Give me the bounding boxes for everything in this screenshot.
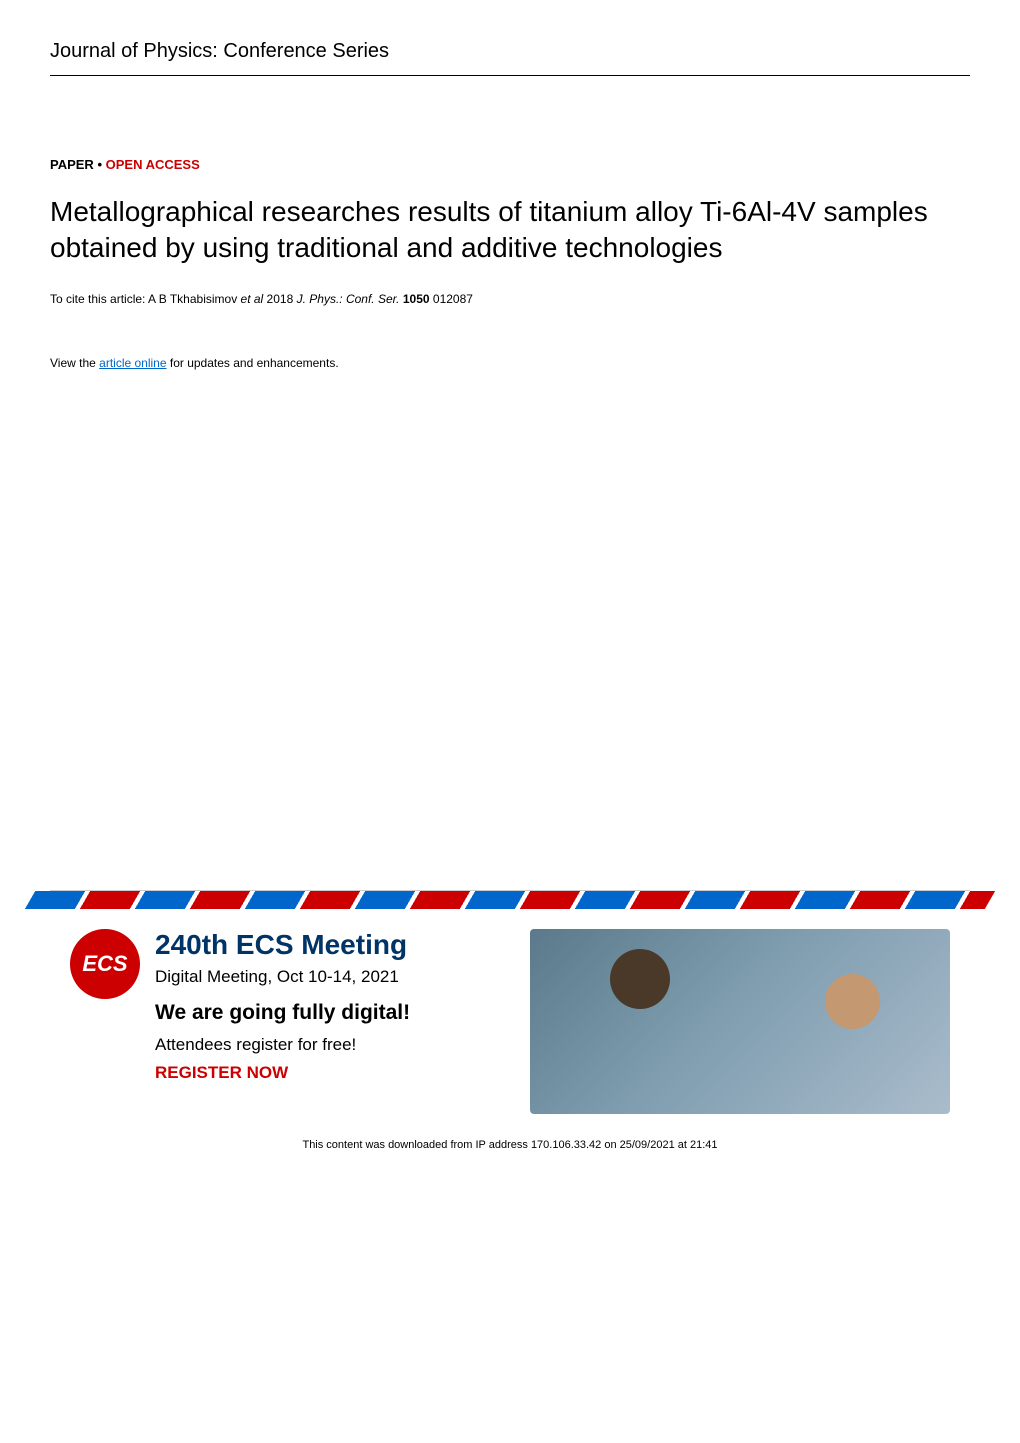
article-title: Metallographical researches results of t… — [50, 194, 970, 267]
article-online-link[interactable]: article online — [99, 356, 166, 370]
journal-header: Journal of Physics: Conference Series — [50, 40, 970, 76]
ad-left-section: ECS 240th ECS Meeting Digital Meeting, O… — [70, 929, 500, 1114]
citation-prefix: To cite this article: A B Tkhabisimov — [50, 292, 241, 306]
view-article-text: View the article online for updates and … — [50, 356, 970, 370]
ad-subtitle: Digital Meeting, Oct 10-14, 2021 — [155, 967, 410, 987]
view-suffix: for updates and enhancements. — [167, 356, 339, 370]
citation-year: 2018 — [263, 292, 296, 306]
ad-headline: We are going fully digital! — [155, 1001, 410, 1025]
citation: To cite this article: A B Tkhabisimov et… — [50, 292, 970, 306]
citation-id: 012087 — [430, 292, 473, 306]
citation-journal: J. Phys.: Conf. Ser. — [297, 292, 400, 306]
separator: • — [94, 157, 106, 172]
ad-stripe-decoration — [25, 891, 995, 909]
ecs-logo-icon: ECS — [70, 929, 140, 999]
view-prefix: View the — [50, 356, 99, 370]
ad-title: 240th ECS Meeting — [155, 929, 410, 961]
ad-body: Attendees register for free! — [155, 1035, 410, 1055]
ad-content: ECS 240th ECS Meeting Digital Meeting, O… — [50, 919, 970, 1124]
register-now-link[interactable]: REGISTER NOW — [155, 1063, 410, 1083]
citation-volume: 1050 — [400, 292, 430, 306]
paper-label: PAPER — [50, 157, 94, 172]
citation-etal: et al — [241, 292, 264, 306]
advertisement-banner[interactable]: ECS 240th ECS Meeting Digital Meeting, O… — [50, 890, 970, 1124]
open-access-label: OPEN ACCESS — [106, 157, 200, 172]
article-meta: PAPER • OPEN ACCESS — [50, 156, 970, 174]
footer-download-info: This content was downloaded from IP addr… — [50, 1139, 970, 1151]
ad-image-placeholder — [530, 929, 950, 1114]
ad-text-block: 240th ECS Meeting Digital Meeting, Oct 1… — [155, 929, 410, 1114]
